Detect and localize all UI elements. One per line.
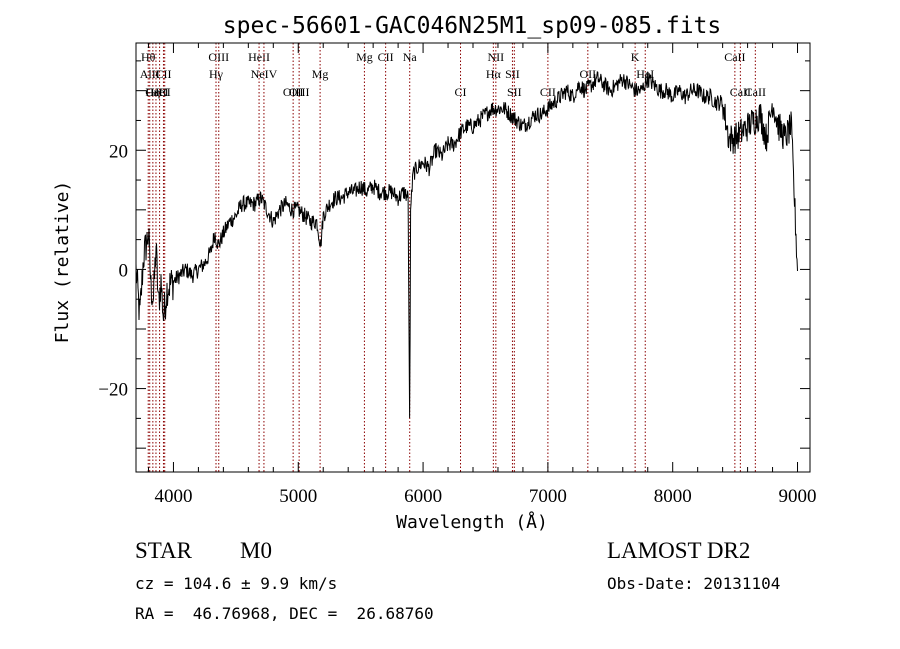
axis-ticks (136, 43, 810, 472)
chart-title: spec-56601-GAC046N25M1_sp09-085.fits (223, 13, 722, 39)
line-marker-label: CaII (145, 85, 166, 99)
line-marker-label: OIII (208, 50, 229, 64)
line-marker-label: CII (378, 50, 394, 64)
line-marker-label: K (631, 50, 640, 64)
x-tick-label: 6000 (404, 486, 442, 507)
object-type: STAR (135, 538, 192, 563)
y-tick-label: 0 (119, 260, 129, 281)
survey-name: LAMOST DR2 (607, 538, 751, 563)
line-marker-label: Na (403, 50, 418, 64)
line-marker-label: AlII (140, 67, 160, 81)
line-marker-label: OIII (289, 85, 310, 99)
x-tick-label: 8000 (654, 486, 692, 507)
object-subclass: M0 (240, 538, 272, 563)
x-tick-label: 9000 (779, 486, 817, 507)
line-marker-label: SII (505, 67, 520, 81)
line-marker-label: SII (507, 85, 522, 99)
line-marker-label: CaII (724, 50, 745, 64)
line-marker-label: CaII (730, 85, 751, 99)
line-marker-label: Hη (145, 85, 160, 99)
line-marker-label: CII (155, 67, 171, 81)
line-markers: HθAlIICaIIHηCIICIHeIOIIIHγHeIINeIVOIIIOI… (140, 43, 766, 472)
plot-frame (135, 42, 811, 473)
line-marker-label: NeIV (251, 67, 278, 81)
axis-tick-labels: 4000 5000 6000 7000 8000 9000 −20 0 20 (98, 141, 816, 507)
line-marker-label: Mg (356, 50, 373, 64)
line-marker-label: Hα (486, 67, 502, 81)
line-marker-label: HeI (151, 85, 169, 99)
line-marker-label: CaII (745, 85, 766, 99)
line-marker-label: HeII (248, 50, 270, 64)
line-marker-label: OIII (283, 85, 304, 99)
spectrum-series (135, 71, 798, 418)
coordinates: RA = 46.76968, DEC = 26.68760 (135, 604, 434, 623)
x-tick-label: 4000 (154, 486, 192, 507)
line-marker-label: CI (455, 85, 467, 99)
x-tick-label: 7000 (529, 486, 567, 507)
line-marker-label: OII (579, 67, 596, 81)
line-marker-label: CII (540, 85, 556, 99)
line-marker-label: Mg (312, 67, 329, 81)
obs-date: Obs-Date: 20131104 (607, 574, 781, 593)
y-tick-label: −20 (98, 380, 128, 401)
line-marker-label: NII (488, 50, 505, 64)
x-axis-label: Wavelength (Å) (396, 511, 548, 533)
x-tick-label: 5000 (279, 486, 317, 507)
line-marker-label: CI (159, 85, 171, 99)
y-axis-label: Flux (relative) (52, 181, 73, 344)
spectrum-line (135, 71, 798, 418)
velocity-readout: cz = 104.6 ± 9.9 km/s (135, 574, 338, 593)
line-marker-label: Hγ (209, 67, 224, 81)
y-tick-label: 20 (109, 141, 128, 162)
line-marker-label: Hθ (141, 50, 156, 64)
